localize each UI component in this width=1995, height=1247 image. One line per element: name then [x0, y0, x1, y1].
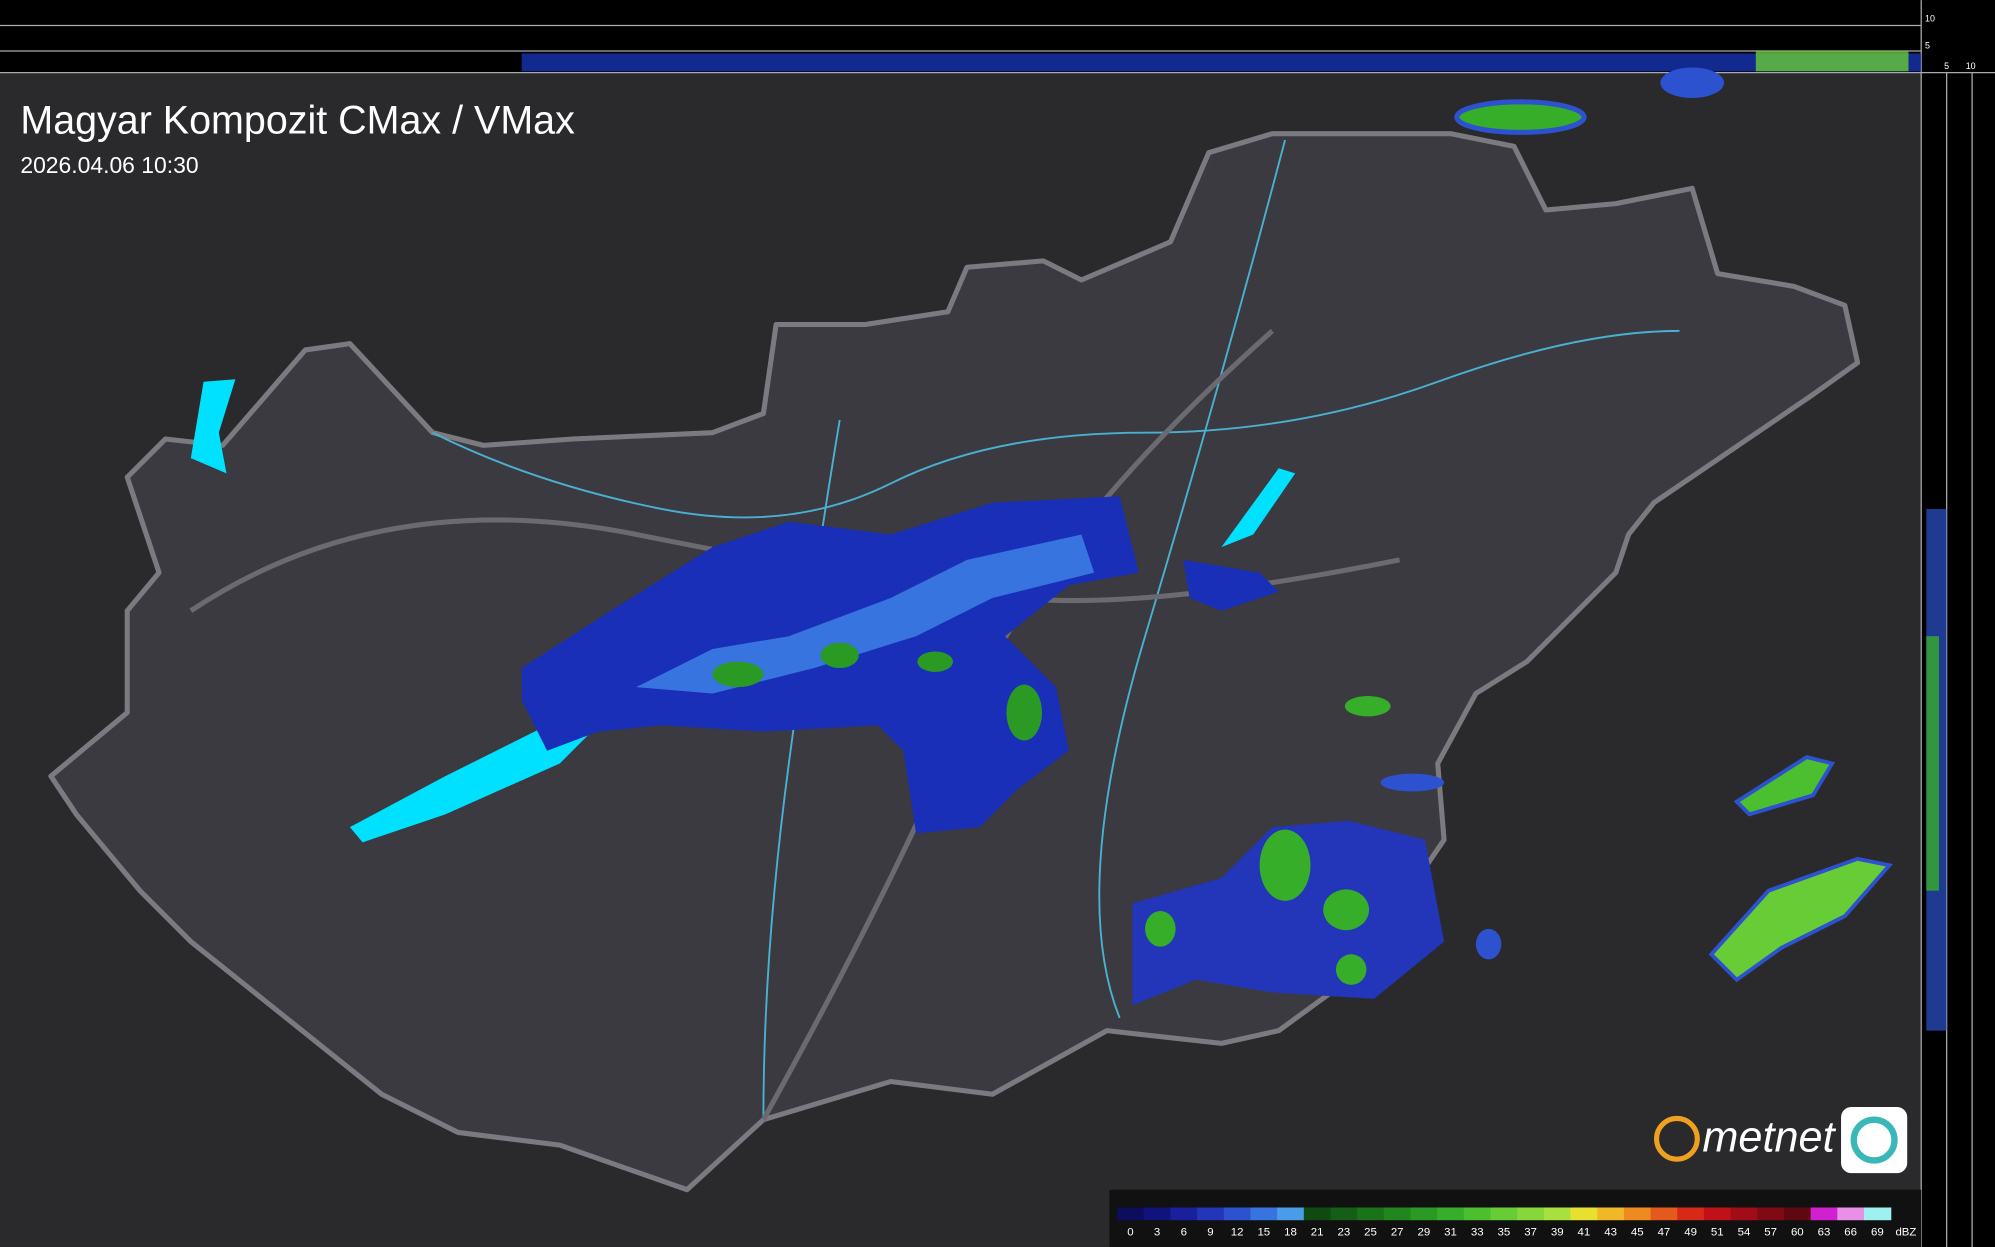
legend-swatch — [1650, 1207, 1678, 1221]
legend-swatch — [1330, 1207, 1358, 1221]
legend-unit: dBZ — [1895, 1226, 1916, 1238]
legend-swatch — [1437, 1207, 1465, 1221]
radar-echo — [820, 642, 859, 669]
side-profile-echo — [1926, 636, 1940, 891]
legend-swatch — [1170, 1207, 1198, 1221]
legend-swatch — [1703, 1207, 1732, 1221]
legend-label: 60 — [1791, 1226, 1804, 1238]
legend-swatch — [1490, 1207, 1518, 1221]
legend-swatch — [1730, 1207, 1758, 1221]
legend-label: 3 — [1154, 1226, 1160, 1238]
radar-echo — [1380, 773, 1445, 792]
legend-swatch — [1463, 1207, 1492, 1221]
legend-label: 27 — [1391, 1226, 1404, 1238]
logo-swirl — [1850, 1116, 1898, 1164]
legend-swatch — [1357, 1207, 1385, 1221]
legend-label: 29 — [1417, 1226, 1430, 1238]
radar-echo — [1475, 928, 1502, 960]
legend-swatch — [1277, 1207, 1305, 1221]
legend-swatch — [1250, 1207, 1278, 1221]
river — [762, 419, 841, 1120]
legend-swatch — [1517, 1207, 1545, 1221]
legend-swatch — [1757, 1207, 1785, 1221]
profile-tick: 5 — [1944, 61, 1949, 71]
legend-label: 63 — [1818, 1226, 1831, 1238]
legend-label: 9 — [1207, 1226, 1213, 1238]
legend-label: 49 — [1684, 1226, 1697, 1238]
legend-label: 39 — [1551, 1226, 1564, 1238]
river — [432, 329, 1680, 519]
legend-label: 15 — [1257, 1226, 1270, 1238]
radar-echo — [1183, 559, 1279, 611]
lake — [1221, 468, 1296, 548]
legend-label: 0 — [1127, 1226, 1133, 1238]
legend-swatch — [1623, 1207, 1652, 1221]
lake — [349, 718, 592, 843]
legend-label: 54 — [1738, 1226, 1751, 1238]
legend-label: 45 — [1631, 1226, 1644, 1238]
legend-label: 18 — [1284, 1226, 1297, 1238]
legend-swatch — [1570, 1207, 1598, 1221]
radar-echo — [712, 661, 764, 688]
legend-label: 33 — [1471, 1226, 1484, 1238]
river — [1098, 139, 1286, 1019]
radar-echo — [1132, 820, 1445, 1006]
legend-label: 57 — [1764, 1226, 1777, 1238]
legend-swatch — [1597, 1207, 1625, 1221]
legend-swatch — [1223, 1207, 1252, 1221]
radar-echo — [1259, 829, 1311, 901]
logo: metnet — [1654, 1106, 1908, 1174]
profile-tick: 10 — [1925, 14, 1935, 24]
radar-echo — [1006, 684, 1043, 741]
legend-swatch — [1783, 1207, 1812, 1221]
radar-echo — [917, 651, 953, 672]
profile-tick: 10 — [1966, 61, 1976, 71]
legend-label: 41 — [1578, 1226, 1591, 1238]
logo-sun — [1654, 1115, 1700, 1162]
legend-swatch — [1197, 1207, 1225, 1221]
legend-swatch — [1863, 1207, 1892, 1221]
legend-label: 37 — [1524, 1226, 1537, 1238]
legend-label: 21 — [1311, 1226, 1324, 1238]
legend-label: 69 — [1871, 1226, 1884, 1238]
top-profile-echo — [1755, 50, 1909, 72]
legend-swatch — [1117, 1207, 1145, 1221]
legend: 0 3 6 9 12 15 18 21 23 25 27 29 31 33 35 37 39 41 43 45 47 49… — [1117, 1207, 1916, 1238]
lake — [190, 379, 236, 474]
legend-label: 6 — [1181, 1226, 1187, 1238]
radar-echo — [1344, 696, 1391, 717]
legend-swatch — [1837, 1207, 1865, 1221]
radar-echo — [1335, 954, 1367, 985]
legend-label: 23 — [1337, 1226, 1350, 1238]
radar-echo — [636, 534, 1095, 694]
legend-swatch — [1543, 1207, 1572, 1221]
profile-tick: 5 — [1925, 40, 1930, 50]
legend-swatch — [1410, 1207, 1438, 1221]
legend-label: 35 — [1498, 1226, 1511, 1238]
radar-echo — [1145, 911, 1176, 947]
legend-swatch — [1383, 1207, 1412, 1221]
radar-echo — [1733, 755, 1836, 817]
legend-label: 25 — [1364, 1226, 1377, 1238]
legend-label: 66 — [1844, 1226, 1857, 1238]
legend-label: 47 — [1658, 1226, 1671, 1238]
radar-echo — [1660, 67, 1724, 99]
legend-swatch — [1677, 1207, 1705, 1221]
top-profile-echo — [521, 53, 1922, 72]
radar-echo — [1323, 889, 1370, 931]
legend-label: 31 — [1444, 1226, 1457, 1238]
radar-echo — [1708, 856, 1894, 983]
radar-echo — [1454, 99, 1587, 135]
map-title: Magyar Kompozit CMax / VMax — [20, 99, 575, 143]
map-timestamp: 2026.04.06 10:30 — [20, 152, 198, 178]
logo-text: metnet — [1702, 1114, 1836, 1162]
legend-label: 51 — [1711, 1226, 1724, 1238]
legend-swatch — [1810, 1207, 1838, 1221]
legend-label: 12 — [1231, 1226, 1244, 1238]
legend-label: 43 — [1604, 1226, 1617, 1238]
legend-swatch — [1143, 1207, 1172, 1221]
legend-swatch — [1303, 1207, 1332, 1221]
